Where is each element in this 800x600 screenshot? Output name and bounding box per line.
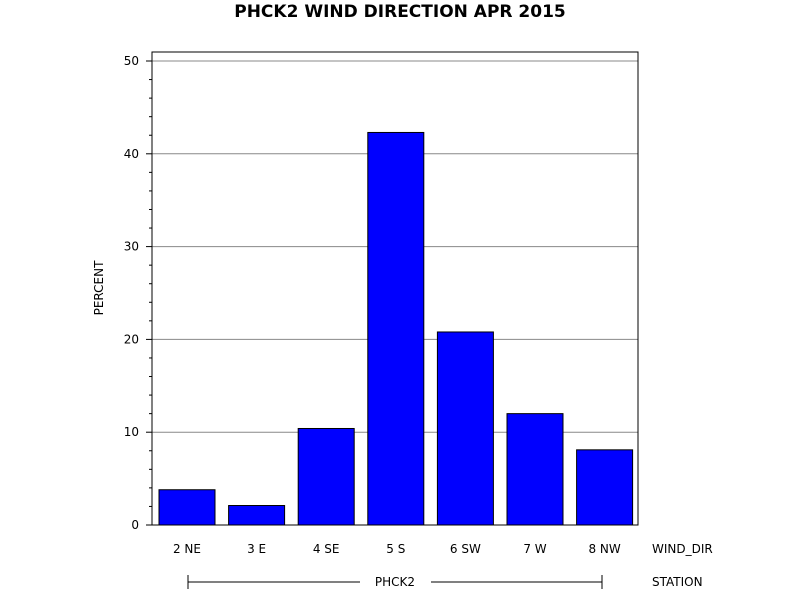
y-tick-label: 50: [124, 54, 139, 68]
y-tick-label: 10: [124, 425, 139, 439]
bar-2-ne: [158, 489, 216, 526]
bar-8-nw: [576, 449, 634, 526]
y-tick-label: 30: [124, 240, 139, 254]
bar-6-sw: [436, 331, 494, 526]
bar-4-se: [297, 427, 355, 526]
bars: [158, 131, 634, 526]
bar-5-s: [367, 131, 425, 526]
y-tick-label: 0: [131, 518, 139, 532]
plot-frame: [151, 51, 639, 526]
y-tick-label: 20: [124, 332, 139, 346]
x-category-label: 5 S: [386, 542, 405, 556]
x-category-label: 6 SW: [450, 542, 481, 556]
y-tick-label: 40: [124, 147, 139, 161]
y-axis: 0 10 20 30 40 50: [124, 54, 152, 532]
station-value: PHCK2: [375, 575, 415, 589]
bar-7-w: [506, 413, 564, 526]
y-axis-title: PERCENT: [92, 260, 106, 315]
chart-title: PHCK2 WIND DIRECTION APR 2015: [234, 2, 566, 22]
station-axis-title: STATION: [652, 575, 703, 589]
x-axis-title: WIND_DIR: [652, 542, 713, 556]
x-axis-categories: 2 NE 3 E 4 SE 5 S 6 SW 7 W 8 NW: [173, 542, 621, 556]
station-group: PHCK2: [187, 575, 603, 589]
x-category-label: 2 NE: [173, 542, 201, 556]
x-category-label: 7 W: [523, 542, 546, 556]
x-category-label: 3 E: [247, 542, 266, 556]
bar-3-e: [228, 505, 286, 526]
x-category-label: 8 NW: [588, 542, 620, 556]
x-category-label: 4 SE: [313, 542, 340, 556]
